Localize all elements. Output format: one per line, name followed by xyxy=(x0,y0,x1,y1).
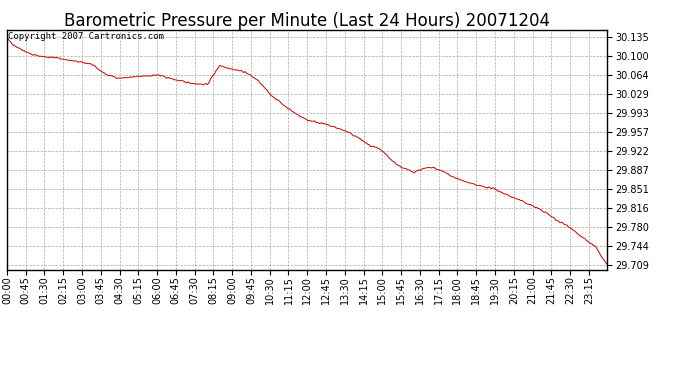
Text: Copyright 2007 Cartronics.com: Copyright 2007 Cartronics.com xyxy=(8,32,164,41)
Title: Barometric Pressure per Minute (Last 24 Hours) 20071204: Barometric Pressure per Minute (Last 24 … xyxy=(64,12,550,30)
